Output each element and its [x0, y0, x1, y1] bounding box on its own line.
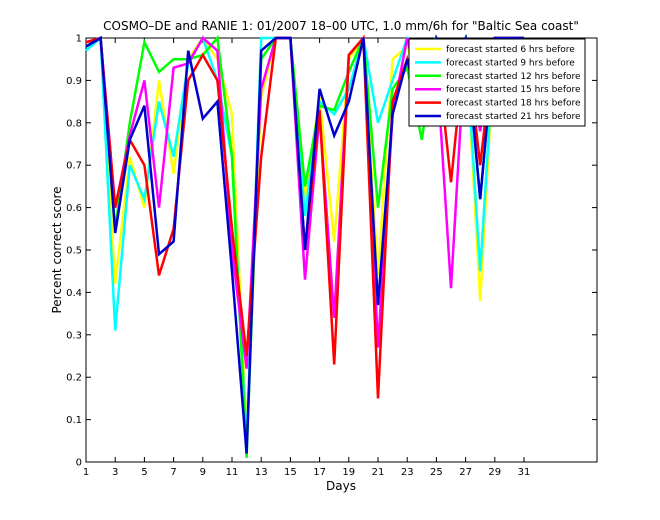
- x-tick-label: 21: [372, 467, 385, 478]
- legend: forecast started 6 hrs before forecast st…: [408, 38, 586, 127]
- legend-label: forecast started 15 hrs before: [446, 85, 581, 95]
- y-tick-label: 0.7: [66, 161, 82, 172]
- x-tick-label: 27: [459, 467, 472, 478]
- x-tick-label: 15: [284, 467, 297, 478]
- x-tick-label: 19: [342, 467, 355, 478]
- y-tick-label: 1: [76, 34, 82, 45]
- x-tick-label: 1: [83, 467, 89, 478]
- x-tick-label: 13: [255, 467, 268, 478]
- x-axis-label: Days: [326, 479, 356, 493]
- legend-label: forecast started 9 hrs before: [446, 58, 575, 68]
- y-tick-label: 0.6: [66, 203, 82, 214]
- y-tick-label: 0: [76, 458, 82, 469]
- legend-box: [408, 38, 586, 127]
- x-tick-label: 25: [430, 467, 443, 478]
- y-tick-label: 0.4: [66, 288, 82, 299]
- x-tick-label: 5: [141, 467, 147, 478]
- legend-label: forecast started 12 hrs before: [446, 72, 581, 82]
- y-tick-label: 0.8: [66, 118, 82, 129]
- y-tick-label: 0.2: [66, 373, 82, 384]
- y-tick-label: 0.5: [66, 246, 82, 257]
- legend-label: forecast started 18 hrs before: [446, 99, 581, 109]
- x-tick-label: 29: [488, 467, 501, 478]
- legend-label: forecast started 6 hrs before: [446, 45, 575, 55]
- x-tick-label: 7: [170, 467, 176, 478]
- series-line-4: [85, 34, 524, 369]
- chart-title: COSMO–DE and RANIE 1: 01/2007 18–00 UTC,…: [103, 19, 579, 33]
- x-tick-label: 3: [112, 467, 118, 478]
- legend-label: forecast started 21 hrs before: [446, 112, 581, 122]
- x-tick-label: 9: [200, 467, 206, 478]
- y-tick-label: 0.3: [66, 330, 82, 341]
- x-tick-label: 11: [226, 467, 239, 478]
- x-tick-label: 23: [401, 467, 414, 478]
- y-tick-label: 0.9: [66, 76, 82, 87]
- y-tick-label: 0.1: [66, 415, 82, 426]
- x-tick-label: 17: [313, 467, 326, 478]
- y-axis-label: Percent correct score: [50, 186, 64, 313]
- x-tick-label: 31: [518, 467, 531, 478]
